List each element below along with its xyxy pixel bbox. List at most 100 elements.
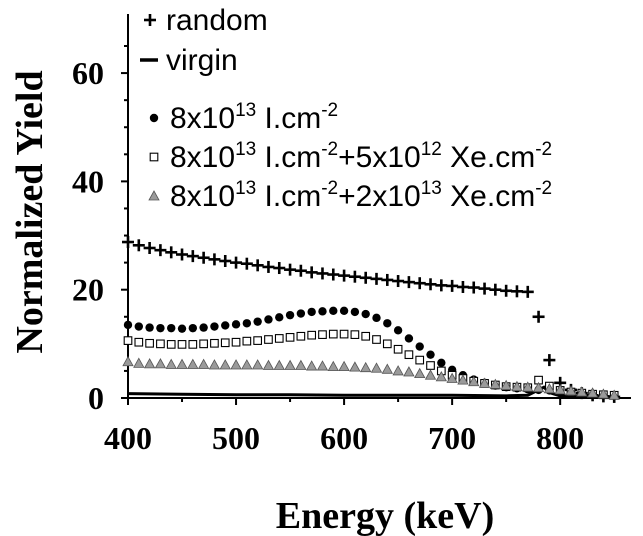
data-point — [338, 360, 350, 371]
data-point — [145, 338, 154, 348]
data-point — [381, 363, 393, 374]
data-point — [327, 268, 340, 281]
y-tick-label: 40 — [72, 163, 104, 199]
data-point — [318, 330, 327, 339]
x-tick-label: 600 — [320, 420, 368, 456]
data-point — [284, 359, 296, 370]
data-point — [231, 320, 241, 329]
data-point — [242, 319, 252, 328]
data-point — [370, 362, 383, 373]
data-point — [210, 322, 219, 331]
data-point — [253, 336, 263, 345]
data-point — [361, 331, 371, 341]
data-point — [372, 313, 381, 323]
data-point — [264, 315, 273, 324]
legend-text-part: +5x10 — [338, 141, 421, 174]
data-point — [565, 385, 577, 396]
data-point — [424, 369, 437, 380]
legend-superscript: 13 — [421, 178, 442, 199]
data-point — [253, 317, 262, 326]
data-point — [318, 307, 327, 316]
data-point — [295, 359, 307, 370]
plot-area — [122, 236, 621, 403]
data-point — [424, 278, 437, 291]
series-0 — [122, 236, 621, 403]
data-point — [489, 283, 502, 296]
data-point — [221, 321, 230, 330]
data-point — [404, 350, 414, 360]
data-point — [176, 358, 188, 369]
legend-superscript: -2 — [321, 100, 338, 121]
x-tick-label: 400 — [104, 420, 152, 456]
legend-text-part: 8x10 — [170, 141, 235, 174]
data-point — [305, 360, 318, 371]
data-point — [327, 360, 339, 371]
data-point — [437, 358, 446, 367]
data-point — [165, 358, 177, 369]
data-point — [510, 285, 523, 298]
data-point — [500, 284, 513, 297]
data-point — [123, 336, 133, 345]
data-point — [208, 253, 221, 266]
legend-text-part: I.cm — [256, 180, 321, 213]
legend-item: 8x1013 I.cm-2 — [149, 100, 338, 135]
data-point — [522, 381, 534, 392]
data-point — [177, 340, 187, 349]
data-point — [446, 372, 458, 383]
data-point — [197, 251, 210, 264]
data-point — [219, 359, 231, 370]
data-point — [274, 334, 284, 343]
data-point — [177, 324, 187, 333]
data-point — [241, 359, 253, 370]
data-point — [156, 323, 165, 333]
data-point — [554, 384, 566, 395]
legend-superscript: -2 — [535, 139, 552, 160]
data-point — [532, 310, 545, 323]
legend-text-part: 8x10 — [170, 102, 235, 135]
data-point — [188, 323, 198, 333]
data-point — [339, 306, 349, 316]
y-tick-label: 20 — [72, 272, 104, 308]
data-point — [393, 326, 403, 335]
data-point — [264, 335, 273, 344]
data-point — [521, 285, 534, 298]
legend-superscript: -2 — [535, 178, 552, 199]
legend-label: 8x1013 I.cm-2+2x1013 Xe.cm-2 — [170, 178, 552, 213]
ticks — [121, 45, 616, 405]
data-point — [597, 388, 610, 399]
data-point — [156, 339, 165, 349]
data-point — [220, 338, 230, 348]
data-point — [262, 260, 275, 273]
data-point — [511, 380, 523, 392]
y-tick-label: 60 — [72, 55, 104, 91]
data-point — [132, 239, 145, 252]
data-point — [426, 350, 435, 359]
data-point — [154, 244, 167, 257]
data-point — [468, 375, 480, 387]
data-point — [188, 340, 198, 349]
data-point — [122, 236, 134, 249]
data-point — [307, 330, 317, 340]
legend-text-part: 8x10 — [170, 180, 235, 213]
data-point — [350, 307, 360, 317]
data-point — [576, 386, 588, 397]
data-point — [285, 332, 295, 342]
axes — [127, 14, 631, 399]
data-point — [370, 272, 383, 285]
data-point — [316, 360, 329, 371]
data-point — [143, 241, 156, 254]
data-point — [134, 337, 144, 347]
legend-marker — [149, 152, 159, 162]
data-point — [296, 331, 306, 341]
series-4 — [122, 355, 620, 400]
x-axis-title: Energy (keV) — [276, 495, 494, 536]
legend-text-part: Xe.cm — [442, 141, 535, 174]
data-point — [251, 359, 264, 370]
legend-label: virgin — [166, 44, 238, 77]
data-point — [122, 355, 134, 367]
data-point — [446, 279, 459, 292]
data-point — [154, 358, 167, 369]
tick-labels: 0 20 40 60 400 500 600 700 800 — [72, 55, 584, 456]
data-point — [456, 280, 469, 293]
